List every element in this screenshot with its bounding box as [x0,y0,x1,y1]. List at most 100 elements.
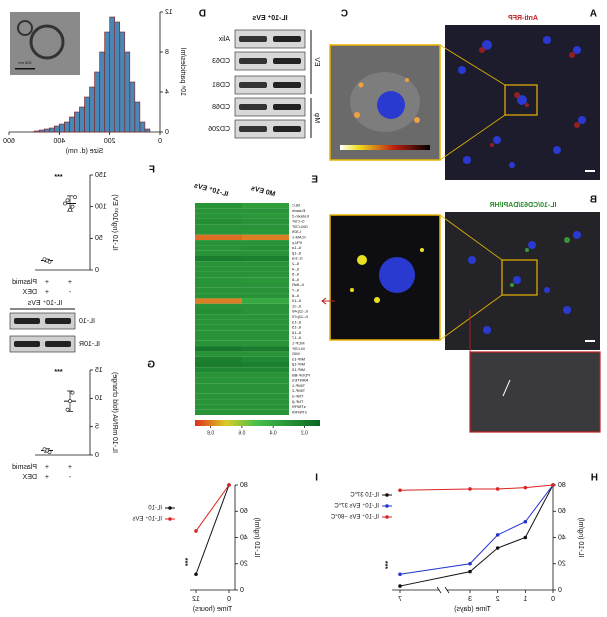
heat-cell [242,383,289,389]
heat-cell [242,356,289,362]
heat-cell [195,383,242,389]
heat-cell [242,303,289,309]
y-tick-label: 0 [95,267,99,274]
condition-name: DEX [22,289,37,296]
legend-marker [385,515,389,519]
series-marker [468,569,472,574]
blot-lane [234,97,306,117]
heat-cell [195,298,242,304]
series-marker [194,572,198,577]
bar [119,31,126,133]
series-line [195,484,230,532]
x-tick-label: 7 [398,596,402,603]
heat-cell [195,314,242,320]
group-label: Mφ [313,112,320,123]
heat-cell [195,335,242,341]
heat-cell [195,351,242,357]
bar [64,121,70,133]
heat-cell [242,372,289,378]
series-marker [523,485,528,490]
heat-cell [195,293,242,299]
ev-signal [354,78,420,123]
y-axis-label: IL-10 (ng/10¹⁰ EV) [111,194,119,251]
row-label: IL-16 [291,330,301,335]
colorbar-label: 0.8 [207,430,214,436]
colorbar-label: 0.4 [269,430,276,436]
scale-bar [585,170,595,172]
heat-cell [195,266,242,272]
row-label: GM-CSF [291,224,307,229]
heat-cell [242,367,289,373]
zoom-box [504,84,538,116]
y-tick-label: 80 [240,482,248,489]
row-label: TNF-α [291,394,303,399]
bar [124,51,131,133]
heat-cell [242,388,289,394]
row-label: sTNFRII [292,409,307,414]
row-label: IL-1ra [291,256,302,261]
heat-cell [195,362,242,368]
heat-cell [195,367,242,373]
colorbar-label: 0.6 [238,430,245,436]
x-axis-label: Size (d. nm) [66,148,104,155]
series-marker [495,546,500,550]
row-label: Eotaxin-2 [291,213,309,218]
heat-cell [242,340,289,347]
series-marker [398,488,402,493]
y-tick-label: 10 [95,395,103,402]
bar [94,71,100,133]
y-tick-label: 100 [95,204,107,211]
row-label: IL-12p70 [291,314,308,319]
row-label: ICAM-1 [291,235,305,240]
bar [38,129,45,133]
y-tick-label: 15 [95,367,103,374]
data-point [65,198,70,203]
series-marker [398,572,402,577]
heat-cell [195,271,242,278]
nucleus [379,257,415,293]
colorbar [195,420,320,426]
data-point [70,390,75,395]
bar [89,86,95,133]
heat-cell [242,218,289,225]
ev-signal [350,248,424,303]
heat-cell [242,309,289,315]
series-marker [523,535,528,540]
panel-label: C [341,9,348,20]
condition-sign: + [45,464,49,471]
series-marker [468,487,472,491]
legend-marker [385,493,389,497]
y-tick-label: 5 [95,424,99,431]
series-marker [194,529,198,533]
data-point [70,204,75,209]
heat-cell [242,224,289,230]
heat-cell [242,229,289,235]
row-label: IFN-γ [292,240,302,245]
legend-marker [385,504,389,508]
band-label: CD68 [212,104,230,111]
heat-cell [242,240,289,246]
tem-scale-label: 200 nm [18,60,32,65]
row-label: IL-13 [291,319,301,324]
series-marker [551,483,555,487]
band [239,82,267,88]
panel-label: A [590,9,597,20]
heat-cell [242,404,289,410]
y-tick-label: 150 [95,172,107,179]
row-label: Eotaxin [292,208,305,213]
series-marker [523,519,528,524]
heat-cell [242,234,289,241]
y-axis-label: 10⁸ particles/ml [179,48,186,97]
row-label: RANTES [292,378,309,383]
heat-cell [195,287,242,294]
heat-cell [242,346,289,352]
heat-cell [195,330,242,336]
band [273,82,301,88]
legend-marker [168,506,172,510]
condition-name: Plasmid [12,464,37,471]
zoom-box [501,259,538,296]
series-line [399,484,554,575]
legend-label: IL-10⁺ EVs −80°C [330,514,379,521]
row-label: BLC [292,203,300,208]
